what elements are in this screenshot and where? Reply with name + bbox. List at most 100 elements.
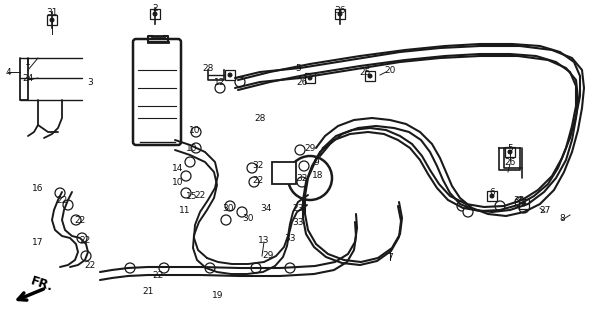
Text: 23: 23	[292, 204, 304, 212]
Circle shape	[185, 157, 195, 167]
Text: 10: 10	[189, 125, 201, 134]
Circle shape	[153, 12, 157, 16]
Text: 1: 1	[25, 58, 31, 67]
Text: 10: 10	[186, 143, 198, 153]
Text: 30: 30	[242, 213, 254, 222]
Text: 22: 22	[84, 260, 96, 269]
Circle shape	[71, 215, 81, 225]
Circle shape	[288, 156, 332, 200]
Circle shape	[249, 177, 259, 187]
Bar	[505, 147, 515, 157]
Text: 22: 22	[194, 190, 206, 199]
Text: 31: 31	[46, 7, 58, 17]
Circle shape	[191, 127, 201, 137]
Text: 22: 22	[80, 236, 91, 244]
Text: 9: 9	[313, 157, 319, 166]
Text: 11: 11	[179, 205, 191, 214]
Text: 4: 4	[5, 68, 11, 76]
Bar	[150, 9, 160, 19]
Circle shape	[221, 215, 231, 225]
Circle shape	[463, 207, 473, 217]
Text: 2: 2	[152, 4, 158, 12]
Text: 27: 27	[539, 205, 551, 214]
Text: 13: 13	[258, 236, 270, 244]
Circle shape	[55, 188, 65, 198]
Circle shape	[299, 161, 309, 171]
Bar	[335, 9, 345, 19]
Text: 33: 33	[292, 218, 304, 227]
Text: 17: 17	[32, 237, 44, 246]
Circle shape	[515, 197, 525, 207]
Circle shape	[205, 263, 215, 273]
Circle shape	[285, 263, 295, 273]
Circle shape	[338, 12, 342, 16]
FancyBboxPatch shape	[133, 39, 181, 145]
Text: 28: 28	[202, 63, 213, 73]
Text: 22: 22	[152, 271, 164, 281]
Text: 28: 28	[254, 114, 266, 123]
Bar	[487, 191, 497, 201]
Bar	[225, 70, 235, 80]
Circle shape	[50, 18, 54, 22]
Circle shape	[519, 203, 529, 213]
Text: 7: 7	[387, 253, 393, 262]
Text: 21: 21	[142, 287, 154, 297]
Text: 22: 22	[56, 196, 68, 204]
Circle shape	[308, 76, 312, 80]
Text: 32: 32	[297, 173, 308, 182]
Text: 34: 34	[260, 204, 271, 212]
Bar	[305, 73, 315, 83]
Text: 5: 5	[507, 143, 513, 153]
Circle shape	[297, 177, 307, 187]
Text: 32: 32	[252, 161, 264, 170]
Text: 6: 6	[489, 188, 495, 196]
Text: 5: 5	[295, 63, 301, 73]
Circle shape	[495, 201, 505, 211]
Circle shape	[251, 263, 261, 273]
Circle shape	[125, 263, 135, 273]
Circle shape	[225, 201, 235, 211]
Circle shape	[81, 251, 91, 261]
Circle shape	[295, 145, 305, 155]
Text: 29: 29	[263, 251, 274, 260]
Circle shape	[457, 201, 467, 211]
Circle shape	[490, 194, 494, 198]
FancyBboxPatch shape	[272, 162, 296, 184]
Circle shape	[63, 200, 73, 210]
Circle shape	[522, 202, 526, 206]
Text: 24: 24	[22, 74, 33, 83]
Text: FR.: FR.	[29, 274, 55, 294]
Text: 30: 30	[222, 204, 234, 212]
Text: 36: 36	[334, 5, 346, 14]
Bar	[47, 15, 57, 25]
Text: 33: 33	[284, 234, 296, 243]
Text: 26: 26	[504, 157, 515, 166]
Text: 22: 22	[74, 215, 86, 225]
Text: 22: 22	[252, 175, 264, 185]
Circle shape	[247, 163, 257, 173]
Bar	[365, 71, 375, 81]
Text: 25: 25	[359, 68, 371, 76]
Circle shape	[235, 77, 245, 87]
Circle shape	[191, 143, 201, 153]
Bar	[519, 199, 529, 209]
Circle shape	[237, 207, 247, 217]
Circle shape	[77, 233, 87, 243]
Text: 20: 20	[385, 66, 396, 75]
Text: 3: 3	[87, 77, 93, 86]
Text: 8: 8	[559, 213, 565, 222]
Text: 18: 18	[312, 171, 324, 180]
Text: 14: 14	[172, 164, 184, 172]
Text: 35: 35	[513, 196, 525, 204]
Text: 12: 12	[214, 77, 225, 86]
Circle shape	[181, 171, 191, 181]
Circle shape	[181, 188, 191, 198]
Text: 19: 19	[212, 292, 224, 300]
Circle shape	[159, 263, 169, 273]
Text: 15: 15	[186, 191, 198, 201]
Circle shape	[508, 150, 512, 154]
Circle shape	[215, 83, 225, 93]
Text: 10: 10	[172, 178, 184, 187]
Circle shape	[368, 74, 372, 78]
Text: 26: 26	[297, 77, 308, 86]
